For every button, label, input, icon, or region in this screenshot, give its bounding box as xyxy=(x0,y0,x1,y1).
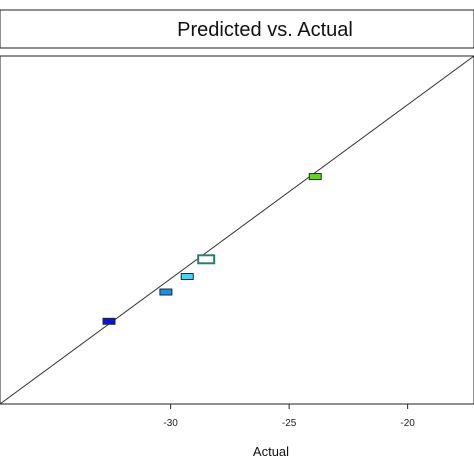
x-axis-label: Actual xyxy=(253,444,289,459)
plot-frame xyxy=(0,55,474,405)
x-tick-label: -20 xyxy=(400,418,415,429)
data-point-3 xyxy=(180,273,194,281)
header-panel: Predicted vs. Actual xyxy=(0,9,474,49)
data-point-5 xyxy=(308,173,322,181)
data-points xyxy=(102,173,322,325)
header-frame xyxy=(0,9,474,49)
data-point-1 xyxy=(102,317,116,325)
data-point-2 xyxy=(159,288,173,296)
x-tick-label: -30 xyxy=(163,418,178,429)
x-tick-label: -25 xyxy=(282,418,297,429)
chart-title: Predicted vs. Actual xyxy=(177,19,353,41)
data-point-4 xyxy=(197,254,216,265)
fit-line xyxy=(0,55,474,405)
x-axis: -30 -25 -20 xyxy=(163,404,415,429)
plot-area xyxy=(0,55,474,405)
